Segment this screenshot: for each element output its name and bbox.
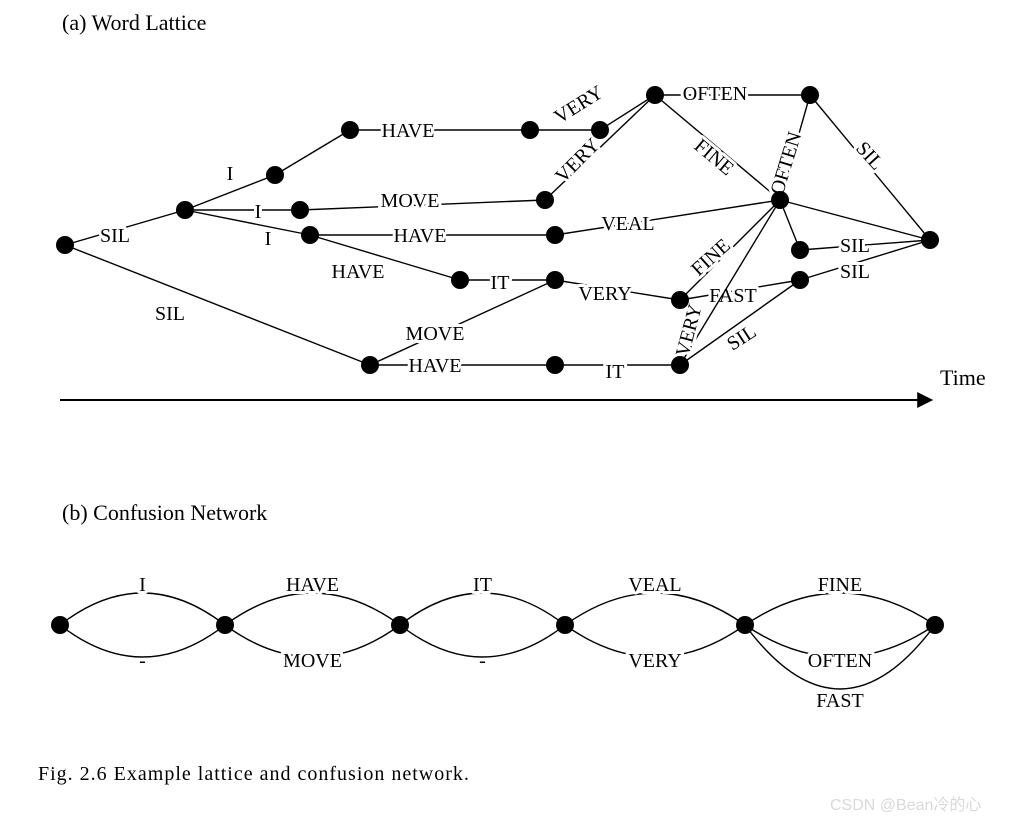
confusion-node — [51, 616, 69, 634]
lattice-node — [56, 236, 74, 254]
lattice-node — [301, 226, 319, 244]
lattice-edge-label: FINE — [687, 234, 735, 280]
confusion-label: VEAL — [628, 574, 681, 596]
confusion-node — [391, 616, 409, 634]
lattice-node — [791, 271, 809, 289]
lattice-node — [536, 191, 554, 209]
lattice-edge-label: SIL — [100, 225, 130, 247]
confusion-label: - — [139, 650, 146, 672]
lattice-edge-label: HAVE — [382, 120, 435, 142]
lattice-edge-label: FINE — [690, 135, 738, 180]
confusion-arc — [60, 593, 225, 625]
lattice-edge-label: HAVE — [332, 261, 385, 283]
confusion-label: - — [479, 650, 486, 672]
lattice-title: (a) Word Lattice — [62, 10, 206, 35]
lattice-node — [266, 166, 284, 184]
lattice-edge — [275, 130, 350, 175]
lattice-edge-label: IT — [606, 361, 625, 383]
lattice-edge-label: SIL — [840, 261, 870, 283]
time-axis-label: Time — [940, 365, 986, 390]
lattice-edge-label: I — [227, 163, 234, 185]
lattice-edge-label: SIL — [155, 303, 185, 325]
confusion-node — [216, 616, 234, 634]
confusion-label: HAVE — [286, 574, 339, 596]
confusion-node — [556, 616, 574, 634]
confusion-title: (b) Confusion Network — [62, 500, 267, 525]
confusion-arc — [745, 593, 935, 625]
lattice-edge-label: SIL — [851, 137, 887, 174]
confusion-label: IT — [473, 574, 492, 596]
lattice-node — [791, 241, 809, 259]
confusion-label: VERY — [628, 650, 681, 672]
lattice-node — [801, 86, 819, 104]
lattice-edge-label: MOVE — [406, 323, 465, 345]
lattice-node — [291, 201, 309, 219]
lattice-edge-label: IT — [491, 272, 510, 294]
lattice-edge — [780, 200, 930, 240]
watermark: CSDN @Bean冷的心 — [830, 796, 981, 814]
confusion-label: FAST — [816, 690, 863, 712]
lattice-node — [451, 271, 469, 289]
lattice-edge-label: SIL — [723, 321, 760, 356]
confusion-label: MOVE — [283, 650, 342, 672]
lattice-node — [546, 226, 564, 244]
lattice-node — [646, 86, 664, 104]
confusion-label: FINE — [818, 574, 862, 596]
lattice-edge-label: VERY — [578, 283, 631, 305]
lattice-edge — [65, 245, 370, 365]
lattice-node — [521, 121, 539, 139]
lattice-node — [771, 191, 789, 209]
lattice-edge-label: I — [255, 201, 262, 223]
lattice-node — [176, 201, 194, 219]
confusion-node — [926, 616, 944, 634]
lattice-edge-label: VERY — [551, 134, 604, 187]
lattice-edge — [185, 210, 310, 235]
figure-caption: Fig. 2.6 Example lattice and confusion n… — [38, 763, 470, 785]
confusion-arc — [400, 593, 565, 625]
lattice-node — [591, 121, 609, 139]
lattice-node — [921, 231, 939, 249]
lattice-edge — [600, 95, 655, 130]
lattice-edge-label: MOVE — [381, 190, 440, 212]
figure-svg: (a) Word LatticeSILSILSILSILIIIIIIHAVEHA… — [0, 0, 1015, 824]
lattice-node — [671, 291, 689, 309]
lattice-node — [546, 271, 564, 289]
lattice-edge-label: VEAL — [601, 213, 654, 235]
lattice-edge — [555, 200, 780, 235]
lattice-edge-label: OFTEN — [683, 83, 747, 105]
lattice-node — [361, 356, 379, 374]
confusion-node — [736, 616, 754, 634]
confusion-label: I — [139, 574, 146, 596]
lattice-node — [671, 356, 689, 374]
confusion-label: OFTEN — [808, 650, 872, 672]
lattice-edge-label: OFTEN — [766, 129, 806, 197]
lattice-edge-label: SIL — [840, 235, 870, 257]
confusion-arc — [225, 593, 400, 625]
lattice-node — [341, 121, 359, 139]
lattice-edge-label: HAVE — [409, 355, 462, 377]
lattice-node — [546, 356, 564, 374]
confusion-arc — [565, 593, 745, 625]
lattice-edge-label: HAVE — [394, 225, 447, 247]
lattice-edge-label: I — [265, 228, 272, 250]
